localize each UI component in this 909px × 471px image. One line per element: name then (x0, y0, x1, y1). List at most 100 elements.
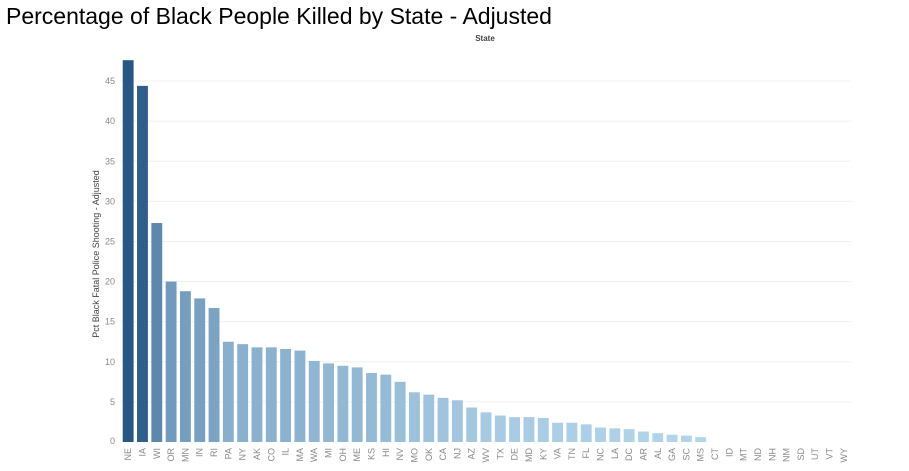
bar-de[interactable] (509, 417, 521, 442)
x-tick-label: MN (180, 448, 190, 462)
bar-tx[interactable] (494, 415, 506, 442)
x-tick-label: MD (524, 448, 534, 462)
y-tick-label: 35 (105, 156, 115, 166)
x-tick-label: CO (266, 448, 276, 462)
x-tick-label: KY (538, 448, 548, 460)
bar-md[interactable] (523, 417, 535, 442)
x-tick-label: KS (366, 448, 376, 460)
bar-la[interactable] (609, 428, 621, 442)
x-tick-label: NV (395, 448, 405, 461)
bar-ky[interactable] (537, 417, 549, 442)
bar-pa[interactable] (222, 341, 234, 442)
bar-mo[interactable] (408, 392, 420, 442)
bars (122, 60, 707, 443)
bar-hi[interactable] (380, 374, 392, 442)
bar-ga[interactable] (666, 434, 678, 442)
y-tick-label: 20 (105, 277, 115, 287)
bar-dc[interactable] (623, 429, 635, 442)
bar-ny[interactable] (237, 344, 249, 442)
bar-ne[interactable] (122, 60, 134, 442)
bar-ca[interactable] (437, 397, 449, 442)
bar-wa[interactable] (308, 360, 320, 442)
x-tick-label: WA (309, 448, 319, 462)
y-tick-label: 5 (110, 397, 115, 407)
x-tick-label: IA (137, 448, 147, 457)
bar-az[interactable] (466, 407, 478, 442)
bar-tn[interactable] (566, 422, 578, 442)
bar-sc[interactable] (680, 435, 692, 442)
bar-ri[interactable] (208, 308, 220, 442)
bar-or[interactable] (165, 281, 177, 442)
x-tick-label: FL (581, 448, 591, 459)
x-tick-label: NE (123, 448, 133, 461)
x-tick-label: AZ (467, 448, 477, 460)
y-tick-label: 45 (105, 76, 115, 86)
x-tick-label: VT (825, 448, 835, 460)
y-tick-label: 15 (105, 317, 115, 327)
x-tick-label: OR (166, 447, 176, 461)
bar-co[interactable] (265, 347, 277, 442)
x-tick-label: IN (195, 448, 205, 457)
bar-al[interactable] (652, 433, 664, 442)
bar-ks[interactable] (366, 373, 377, 442)
x-axis-title: State (475, 34, 495, 43)
x-tick-label: DE (510, 448, 520, 461)
bar-in[interactable] (194, 298, 206, 442)
bar-ok[interactable] (423, 394, 435, 442)
x-axis-ticks: NE IA WI OR MN IN RI PA NY AK CO IL MA WA MI OH ME KS HI NV… (123, 447, 849, 462)
x-tick-label: AR (638, 448, 648, 461)
bar-nc[interactable] (595, 427, 606, 442)
x-tick-label: WI (152, 448, 162, 459)
x-tick-label: UT (810, 448, 820, 460)
x-tick-label: GA (667, 448, 677, 461)
y-tick-label: 40 (105, 116, 115, 126)
x-tick-label: LA (610, 448, 620, 459)
x-tick-label: PA (223, 448, 233, 459)
x-tick-label: AL (653, 448, 663, 459)
x-tick-label: VA (553, 448, 563, 459)
y-tick-label: 25 (105, 236, 115, 246)
bar-wi[interactable] (151, 223, 163, 442)
x-tick-label: OK (424, 448, 434, 461)
x-tick-label: ND (753, 448, 763, 461)
x-tick-label: TN (567, 448, 577, 460)
bar-me[interactable] (351, 367, 363, 442)
x-tick-label: OH (338, 448, 348, 462)
bar-ia[interactable] (137, 85, 148, 443)
bar-va[interactable] (552, 422, 564, 442)
x-tick-label: HI (381, 448, 391, 457)
x-tick-label: DC (624, 448, 634, 461)
y-tick-label: 10 (105, 357, 115, 367)
x-tick-label: NM (782, 448, 792, 462)
bar-il[interactable] (280, 348, 292, 442)
x-tick-label: MI (324, 448, 334, 458)
bar-ma[interactable] (294, 350, 306, 442)
y-tick-label: 0 (110, 436, 115, 446)
x-tick-label: TX (495, 448, 505, 460)
x-tick-label: SC (681, 448, 691, 461)
x-tick-label: MS (696, 448, 706, 462)
bar-nj[interactable] (451, 400, 463, 442)
x-tick-label: ME (352, 448, 362, 462)
y-axis-ticks: 0 5 10 15 20 25 30 35 40 45 (105, 76, 115, 446)
x-tick-label: CA (438, 448, 448, 461)
bar-ak[interactable] (251, 347, 263, 442)
bar-mn[interactable] (179, 291, 191, 442)
bar-fl[interactable] (580, 424, 592, 442)
x-tick-label: MO (409, 448, 419, 463)
x-tick-label: MA (295, 448, 305, 462)
x-tick-label: AK (252, 448, 262, 460)
x-tick-label: ID (724, 447, 734, 457)
x-tick-label: IL (281, 448, 291, 456)
bar-wv[interactable] (480, 412, 492, 442)
x-tick-label: NJ (452, 448, 462, 459)
x-tick-label: MT (739, 448, 749, 461)
bar-ar[interactable] (638, 431, 649, 442)
chart-title: Percentage of Black People Killed by Sta… (6, 3, 552, 29)
x-tick-label: CT (710, 448, 720, 460)
bar-ms[interactable] (695, 437, 707, 442)
bar-oh[interactable] (337, 365, 349, 442)
bar-nv[interactable] (394, 381, 406, 442)
bar-mi[interactable] (323, 363, 334, 442)
